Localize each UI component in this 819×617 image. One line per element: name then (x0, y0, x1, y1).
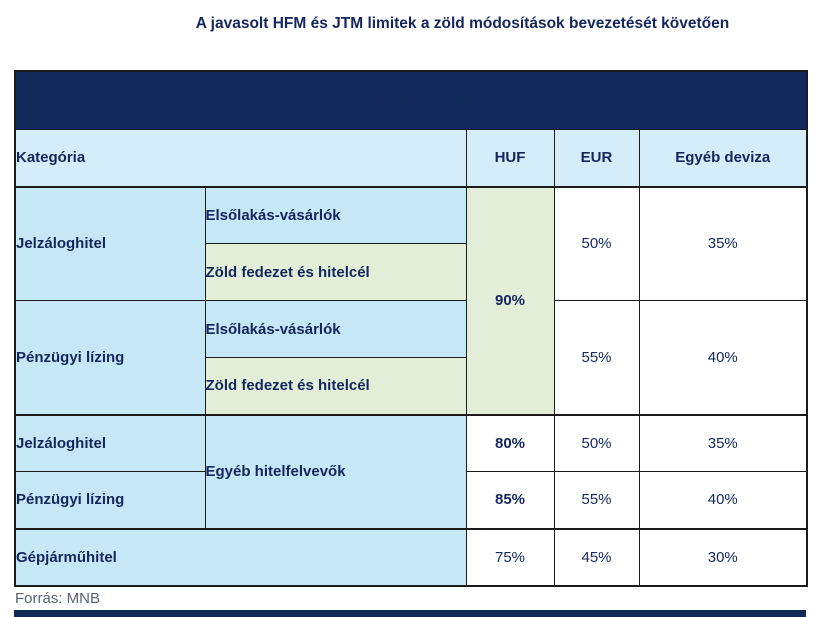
cell-eur-50: 50% (553, 413, 640, 472)
table-row: Jelzáloghitel Elsőlakás-vásárlók 90% 50%… (14, 185, 808, 415)
cell-deviza-40: 40% (638, 471, 808, 529)
cell-deviza-35: 35% (638, 413, 808, 472)
table-row: Zöld fedezet és hitelcél (15, 243, 807, 301)
cell-huf-90: 90% (465, 185, 555, 415)
cell-jelzaloghitel-2: Jelzáloghitel (14, 413, 206, 472)
figure-title: A javasolt HFM és JTM limitek a zöld mód… (195, 15, 730, 32)
table-row: Pénzügyi lízing Elsőlakás-vásárlók 55% 4… (14, 300, 808, 415)
table-banner-row: HFM limitek (14, 70, 808, 130)
source-note: Forrás: MNB (15, 590, 101, 607)
table-row: Jelzáloghitel Egyéb hitelfelvevők 80% 50… (14, 413, 808, 529)
table-banner: HFM limitek (14, 70, 808, 130)
cell-zold-fedezet-1: Zöld fedezet és hitelcél (204, 243, 467, 301)
hfm-limits-table: HFM limitek Kategória HUF EUR Egyéb devi… (14, 70, 809, 587)
cell-huf-85: 85% (465, 471, 555, 529)
cell-jelzaloghitel-1: Jelzáloghitel (14, 185, 206, 301)
table-row: Zöld fedezet és hitelcél (15, 357, 807, 415)
cell-zold-fedezet-2: Zöld fedezet és hitelcél (204, 357, 467, 415)
column-header-egyeb-deviza: Egyéb deviza (638, 129, 808, 187)
column-header-huf: HUF (465, 129, 555, 187)
cell-elsolakas-vasarlok-2: Elsőlakás-vásárlók (204, 300, 467, 358)
column-header-eur: EUR (553, 129, 640, 187)
cell-huf-75: 75% (465, 527, 555, 586)
cell-deviza-30: 30% (638, 527, 808, 586)
cell-eur-45: 45% (553, 527, 640, 586)
cell-eur-50-top: 50% (553, 185, 640, 301)
table-row: Pénzügyi lízing 85% 55% 40% (14, 471, 808, 529)
cell-gepjarmuhitel: Gépjárműhitel (14, 527, 467, 586)
table-row: Gépjárműhitel 75% 45% 30% (14, 527, 808, 586)
cell-deviza-35-top: 35% (638, 185, 808, 301)
column-header-kategoria: Kategória (14, 129, 467, 187)
column-header-row: Kategória HUF EUR Egyéb deviza (14, 129, 808, 187)
cell-deviza-40-bottom: 40% (638, 300, 808, 415)
cell-penzugyi-lizing-1: Pénzügyi lízing (14, 300, 206, 415)
cell-eur-55-bottom: 55% (553, 300, 640, 415)
bottom-accent-bar (14, 610, 806, 617)
cell-penzugyi-lizing-2: Pénzügyi lízing (14, 471, 206, 529)
cell-huf-80: 80% (465, 413, 555, 472)
cell-eur-55: 55% (553, 471, 640, 529)
cell-elsolakas-vasarlok-1: Elsőlakás-vásárlók (204, 185, 467, 244)
cell-egyeb-hitelfelvevok: Egyéb hitelfelvevők (204, 413, 467, 529)
